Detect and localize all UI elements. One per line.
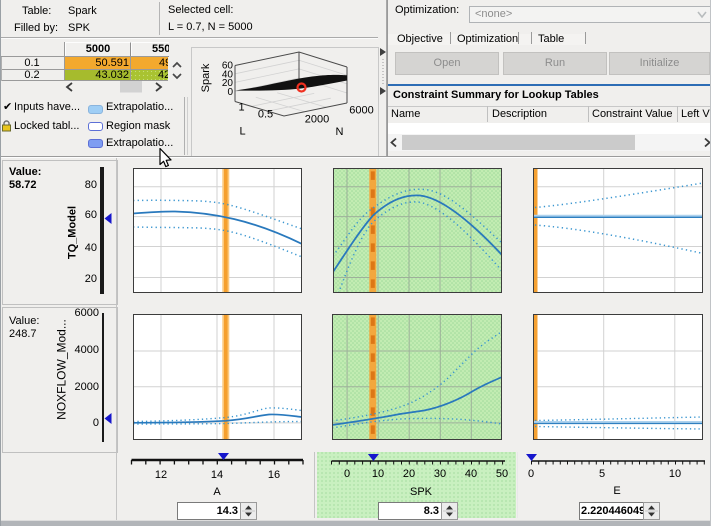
svg-text:0: 0 (227, 87, 233, 98)
svg-text:20: 20 (222, 78, 234, 89)
svg-text:2000: 2000 (305, 114, 329, 126)
svg-text:1: 1 (238, 102, 244, 114)
svg-text:L: L (239, 126, 245, 138)
svg-text:N: N (336, 126, 344, 138)
svg-text:Spark: Spark (200, 63, 212, 92)
svg-text:6000: 6000 (349, 105, 373, 117)
svg-text:60: 60 (222, 61, 234, 72)
svg-text:40: 40 (222, 70, 234, 81)
svg-text:0.5: 0.5 (258, 109, 273, 121)
